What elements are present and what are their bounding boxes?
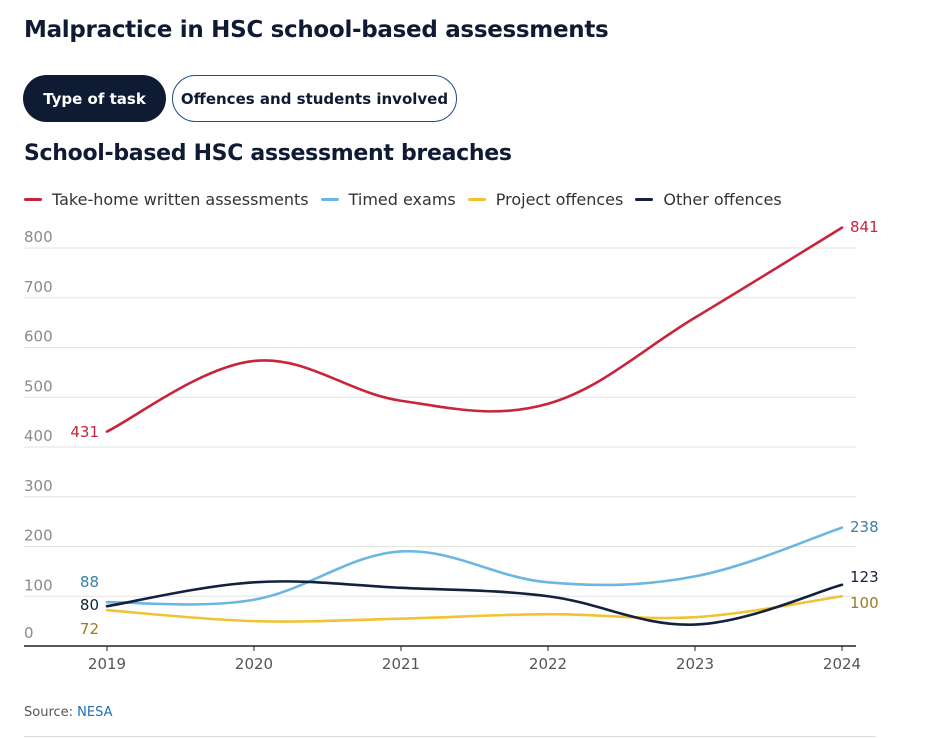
legend-swatch-project-offences xyxy=(467,197,486,201)
y-tick-500: 500 xyxy=(24,377,53,395)
legend-label-other-offences: Other offences xyxy=(663,189,782,209)
end-label-timed-exams: 238 xyxy=(850,518,879,536)
legend-swatch-timed-exams xyxy=(320,197,339,201)
y-tick-800: 800 xyxy=(24,228,53,246)
start-label-timed-exams: 88 xyxy=(80,573,99,591)
x-tick-2023: 2023 xyxy=(676,655,714,673)
series-line-timed-exams xyxy=(105,526,844,606)
source-prefix: Source: xyxy=(24,705,78,720)
x-tick-2021: 2021 xyxy=(382,655,420,673)
tab-type-of-task[interactable]: Type of task xyxy=(23,75,166,122)
legend-swatch-other-offences xyxy=(635,197,654,201)
x-tick-2020: 2020 xyxy=(235,655,273,673)
chart-title: School-based HSC assessment breaches xyxy=(24,141,512,166)
chart-legend: Take-home written assessments Timed exam… xyxy=(24,188,794,210)
legend-label-timed-exams: Timed exams xyxy=(348,189,456,209)
line-chart: 0 100 200 300 400 500 600 700 800 2019 2020 2021 202… xyxy=(24,218,879,673)
end-label-project-offences: 100 xyxy=(850,594,879,612)
end-label-take-home: 841 xyxy=(850,218,879,236)
legend-item-project-offences: Project offences xyxy=(467,189,624,209)
y-tick-600: 600 xyxy=(24,328,53,346)
y-tick-200: 200 xyxy=(24,527,53,545)
bottom-divider xyxy=(24,736,876,737)
end-label-other-offences: 123 xyxy=(850,568,879,586)
x-tick-2019: 2019 xyxy=(88,655,126,673)
legend-item-take-home: Take-home written assessments xyxy=(24,190,309,209)
tab-offences-and-students[interactable]: Offences and students involved xyxy=(172,75,457,122)
legend-label-project-offences: Project offences xyxy=(495,189,624,209)
y-tick-700: 700 xyxy=(24,278,53,296)
y-tick-100: 100 xyxy=(24,576,53,594)
start-label-project-offences: 72 xyxy=(80,620,99,638)
source-link[interactable]: NESA xyxy=(77,705,113,720)
series-line-other-offences xyxy=(105,580,844,626)
x-tick-2024: 2024 xyxy=(823,655,861,673)
page-title: Malpractice in HSC school-based assessme… xyxy=(24,17,609,43)
y-tick-300: 300 xyxy=(24,477,53,495)
y-tick-0: 0 xyxy=(24,624,34,642)
series-line-take-home xyxy=(105,226,844,433)
legend-item-other-offences: Other offences xyxy=(635,189,782,209)
series-line-project-offences xyxy=(105,594,844,623)
legend-label-take-home: Take-home written assessments xyxy=(52,189,309,209)
y-tick-400: 400 xyxy=(24,427,53,445)
source-note: Source: NESA xyxy=(24,705,113,720)
legend-swatch-take-home xyxy=(24,197,42,201)
start-label-other-offences: 80 xyxy=(80,596,99,614)
x-tick-2022: 2022 xyxy=(529,655,567,673)
legend-item-timed-exams: Timed exams xyxy=(320,189,456,209)
start-label-take-home: 431 xyxy=(70,423,99,441)
